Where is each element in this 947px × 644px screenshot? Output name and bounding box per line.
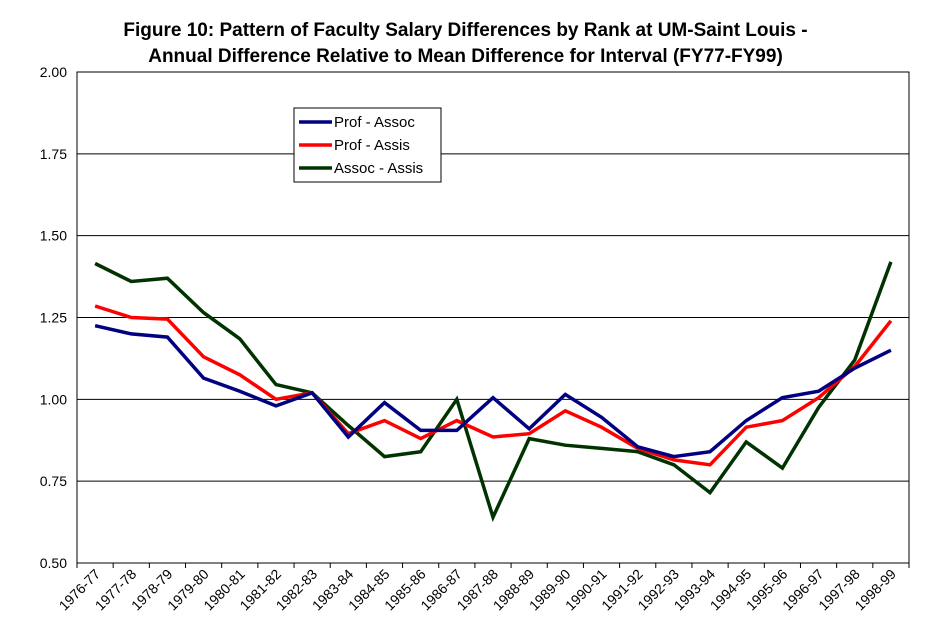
plot-frame — [76, 71, 910, 564]
y-tick-label: 1.75 — [40, 146, 67, 162]
chart-title: Figure 10: Pattern of Faculty Salary Dif… — [123, 20, 808, 41]
series-lines — [94, 261, 893, 523]
y-tick-label: 0.75 — [40, 473, 67, 489]
x-axis-tick-labels: 1976-771977-781978-791979-801980-811981-… — [56, 563, 910, 613]
series-line-2 — [94, 261, 893, 523]
chart-subtitle: Annual Difference Relative to Mean Diffe… — [148, 46, 783, 67]
legend: Prof - Assoc Prof - Assis Assoc - Assis — [293, 107, 442, 183]
y-tick-label: 1.50 — [40, 228, 67, 244]
legend-label: Prof - Assoc — [334, 114, 415, 131]
y-tick-label: 1.25 — [40, 310, 67, 326]
legend-label: Prof - Assis — [334, 137, 410, 154]
legend-label: Assoc - Assis — [334, 160, 423, 177]
y-tick-label: 0.50 — [40, 555, 67, 571]
y-axis-tick-labels: 0.50 0.75 1.00 1.25 1.50 1.75 2.00 — [40, 64, 67, 571]
series-line-0 — [94, 323, 892, 459]
y-tick-label: 1.00 — [40, 391, 67, 407]
gridlines — [77, 153, 909, 482]
series-line-1 — [94, 304, 893, 467]
y-tick-label: 2.00 — [40, 64, 67, 80]
